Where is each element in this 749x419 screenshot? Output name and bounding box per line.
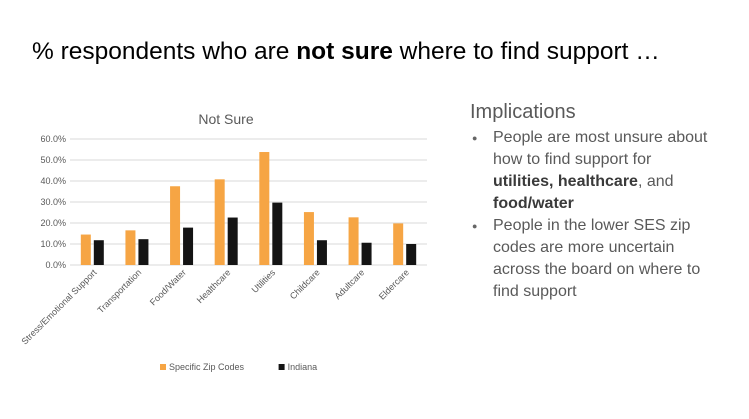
x-tick-label: Food/Water — [148, 267, 188, 307]
y-tick-label: 0.0% — [45, 260, 66, 270]
bar-indiana — [361, 242, 372, 265]
x-tick-label: Eldercare — [377, 267, 411, 301]
bar-indiana — [138, 239, 149, 265]
bar-indiana — [227, 217, 238, 265]
x-tick-label: Utilities — [250, 267, 278, 295]
x-tick-label: Transportation — [95, 267, 143, 315]
title-suffix: where to find support … — [392, 38, 660, 65]
bullet-1-emphasis-a: utilities, healthcare — [493, 173, 638, 190]
legend-label: Indiana — [288, 362, 318, 372]
bullet-1-emphasis-b: food/water — [493, 195, 574, 212]
bar-indiana — [183, 227, 194, 265]
y-tick-label: 40.0% — [40, 176, 66, 186]
title-emphasis: not sure — [296, 38, 393, 65]
y-tick-label: 60.0% — [40, 134, 66, 144]
bar-specific-zip-codes — [259, 152, 270, 265]
x-tick-label: Adultcare — [333, 267, 367, 301]
legend-swatch — [278, 364, 285, 370]
bullet-1-joiner: , and — [637, 173, 674, 190]
bar-specific-zip-codes — [214, 179, 225, 265]
bar-indiana — [316, 240, 327, 265]
y-tick-label: 20.0% — [40, 218, 66, 228]
bar-indiana — [272, 202, 283, 265]
x-tick-label: Healthcare — [195, 267, 233, 305]
bar-specific-zip-codes — [303, 212, 314, 265]
y-tick-label: 30.0% — [40, 197, 66, 207]
bar-specific-zip-codes — [80, 234, 91, 265]
implication-bullet-1: People are most unsure about how to find… — [470, 127, 715, 215]
x-tick-label: Stress/Emotional Support — [19, 267, 99, 347]
bar-specific-zip-codes — [125, 230, 136, 265]
x-tick-label: Childcare — [288, 267, 322, 301]
bar-indiana — [406, 244, 417, 265]
y-tick-label: 50.0% — [40, 155, 66, 165]
legend-swatch — [160, 364, 166, 370]
bullet-1-text: People are most unsure about how to find… — [493, 129, 708, 168]
bar-indiana — [93, 240, 104, 265]
bar-specific-zip-codes — [170, 186, 181, 265]
slide-title: % respondents who are not sure where to … — [32, 38, 732, 66]
bar-chart: Not Sure 0.0% 10.0% 20.0% 30.0% 40.0% 50.0% 60… — [19, 111, 427, 372]
legend-label: Specific Zip Codes — [169, 362, 245, 372]
implication-bullet-2: People in the lower SES zip codes are mo… — [470, 215, 715, 303]
y-tick-label: 10.0% — [40, 239, 66, 249]
chart-title: Not Sure — [198, 111, 253, 127]
bar-specific-zip-codes — [348, 217, 359, 265]
bar-specific-zip-codes — [393, 223, 404, 265]
implications-list: People are most unsure about how to find… — [470, 127, 715, 303]
implications-heading: Implications — [470, 101, 576, 123]
title-prefix: % respondents who are — [32, 38, 297, 65]
